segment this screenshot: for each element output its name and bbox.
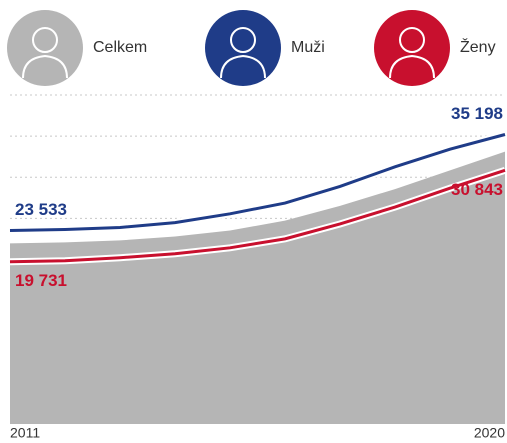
area	[10, 151, 505, 424]
legend-icon	[7, 10, 83, 86]
value-label: 35 198	[451, 104, 503, 123]
line	[9, 133, 506, 232]
legend-item: Muži	[205, 10, 325, 86]
value-label: 23 533	[15, 200, 67, 219]
icon-head	[230, 27, 256, 53]
legend-icon	[205, 10, 281, 86]
value-label: 30 843	[451, 180, 503, 199]
icon-body	[220, 54, 266, 79]
value-label: 19 731	[15, 271, 67, 290]
legend-label: Muži	[291, 39, 325, 56]
legend-label: Ženy	[460, 37, 496, 56]
icon-head	[399, 27, 425, 53]
x-tick-label: 2020	[474, 425, 505, 441]
legend-icon	[374, 10, 450, 86]
line	[9, 168, 506, 264]
legend-label: Celkem	[93, 39, 147, 56]
x-tick-label: 2011	[10, 425, 40, 441]
icon-body	[389, 54, 435, 79]
icon-head	[32, 27, 58, 53]
legend-item: Ženy	[374, 10, 496, 86]
legend-item: Celkem	[7, 10, 147, 86]
icon-body	[22, 54, 68, 79]
